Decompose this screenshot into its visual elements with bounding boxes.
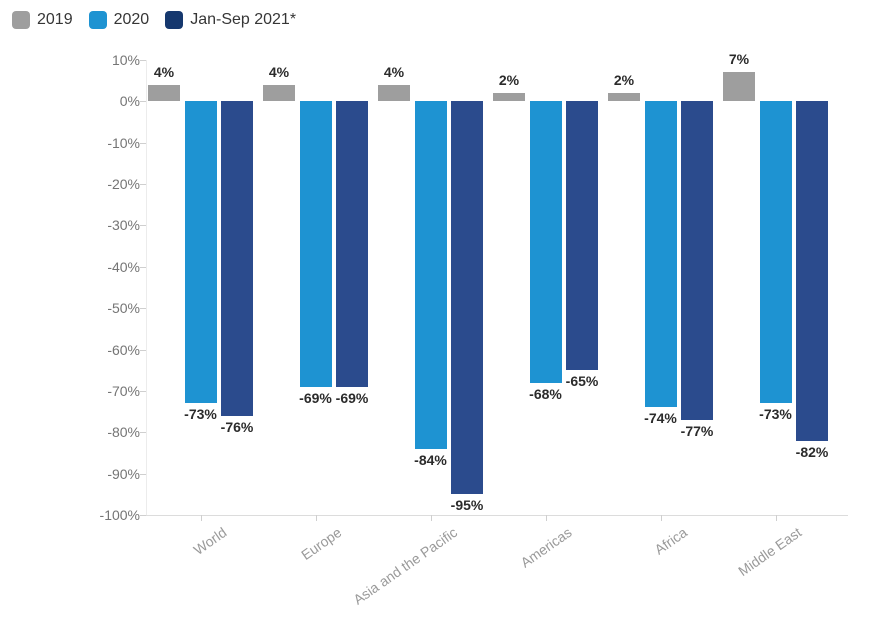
y-axis-tick: [140, 266, 146, 268]
bar-value-label: -82%: [795, 443, 829, 460]
x-axis-tick: [545, 515, 547, 521]
bar-value-label: -73%: [184, 406, 217, 423]
legend-swatch-icon: [12, 11, 30, 29]
y-axis-tick-label: -60%: [107, 341, 140, 358]
y-axis-tick-label: -30%: [107, 217, 140, 234]
legend-item-2020: 2020: [88, 11, 150, 29]
bar-2019-americas: [493, 93, 525, 102]
bar-2019-world: [148, 84, 180, 102]
bar-2019-europe: [263, 84, 295, 102]
bar-2020-americas: [529, 101, 562, 383]
bar-value-label: -69%: [299, 389, 332, 406]
bar-value-label: -76%: [220, 418, 254, 435]
bar-jan-sep-2021-middle-east: [796, 101, 828, 441]
y-axis-tick-label: 10%: [111, 52, 140, 68]
legend-label: 2019: [37, 11, 73, 28]
y-axis-tick: [140, 308, 146, 310]
y-axis-tick-label: 0%: [119, 93, 140, 110]
bar-value-label: -65%: [565, 373, 599, 390]
bar-value-label: 2%: [613, 72, 635, 89]
bar-value-label: -77%: [680, 422, 714, 439]
bar-value-label: -74%: [644, 410, 677, 427]
y-axis-tick: [140, 473, 146, 475]
bar-value-label: 4%: [268, 63, 290, 80]
bar-2020-world: [184, 101, 217, 404]
bar-jan-sep-2021-world: [221, 101, 253, 416]
bar-jan-sep-2021-americas: [566, 101, 598, 371]
y-axis-tick: [140, 60, 146, 61]
y-axis-tick: [140, 225, 146, 227]
bar-value-label: -95%: [450, 497, 484, 514]
bar-2020-africa: [644, 101, 677, 408]
x-axis-category-label: Africa: [651, 524, 690, 558]
bar-jan-sep-2021-asia-and-the-pacific: [451, 101, 483, 495]
bar-value-label: 2%: [498, 72, 520, 89]
bar-2020-middle-east: [759, 101, 792, 404]
y-axis-tick: [140, 184, 146, 186]
x-axis-category-label: Middle East: [735, 524, 805, 580]
bar-2019-africa: [608, 93, 640, 102]
bar-2020-europe: [299, 101, 332, 387]
x-axis-category-label: Europe: [298, 524, 345, 564]
bar-value-label: 4%: [153, 63, 175, 80]
y-axis-tick-label: -20%: [107, 176, 140, 193]
x-axis-tick: [200, 515, 202, 521]
bar-value-label: -73%: [759, 406, 792, 423]
y-axis-tick-label: -10%: [107, 134, 140, 151]
y-axis-tick-label: -100%: [99, 507, 140, 523]
x-axis-tick: [315, 515, 317, 521]
legend-swatch-icon: [88, 11, 107, 29]
legend-item-2021: Jan-Sep 2021*: [165, 11, 296, 29]
y-axis-tick-label: -70%: [107, 382, 140, 399]
y-axis-tick-label: -80%: [107, 424, 140, 441]
y-axis-tick-label: -50%: [107, 300, 140, 317]
bar-jan-sep-2021-africa: [681, 101, 713, 420]
bar-value-label: -84%: [414, 451, 447, 468]
y-axis-tick: [140, 432, 146, 434]
legend-label: Jan-Sep 2021*: [190, 11, 297, 28]
y-axis-tick-label: -40%: [107, 258, 140, 275]
bar-2019-asia-and-the-pacific: [378, 84, 410, 102]
y-axis-tick: [140, 349, 146, 351]
x-axis-category-label: Americas: [517, 524, 575, 571]
legend-item-2019: 2019: [12, 11, 73, 29]
x-axis-category-label: World: [190, 524, 230, 558]
x-axis-tick: [775, 515, 777, 521]
bar-2020-asia-and-the-pacific: [414, 101, 447, 449]
bar-jan-sep-2021-europe: [336, 101, 368, 387]
bar-2019-middle-east: [723, 72, 755, 102]
y-axis-tick: [140, 101, 146, 103]
y-axis-tick-label: -90%: [107, 465, 140, 482]
y-axis-tick: [140, 515, 146, 516]
bar-value-label: -68%: [529, 385, 562, 402]
x-axis-category-label: Asia and the Pacific: [349, 524, 460, 608]
y-axis-line: [146, 60, 147, 515]
x-axis-tick: [660, 515, 662, 521]
legend-label: 2020: [113, 11, 150, 28]
x-axis-line: [145, 515, 848, 516]
y-axis-tick: [140, 142, 146, 144]
chart-legend: 2019 2020 Jan-Sep 2021*: [12, 11, 296, 29]
bar-value-label: 7%: [728, 51, 750, 68]
x-axis-tick: [430, 515, 432, 521]
bar-value-label: -69%: [335, 389, 369, 406]
legend-swatch-icon: [165, 11, 184, 29]
y-axis-tick: [140, 390, 146, 392]
bar-value-label: 4%: [383, 63, 405, 80]
